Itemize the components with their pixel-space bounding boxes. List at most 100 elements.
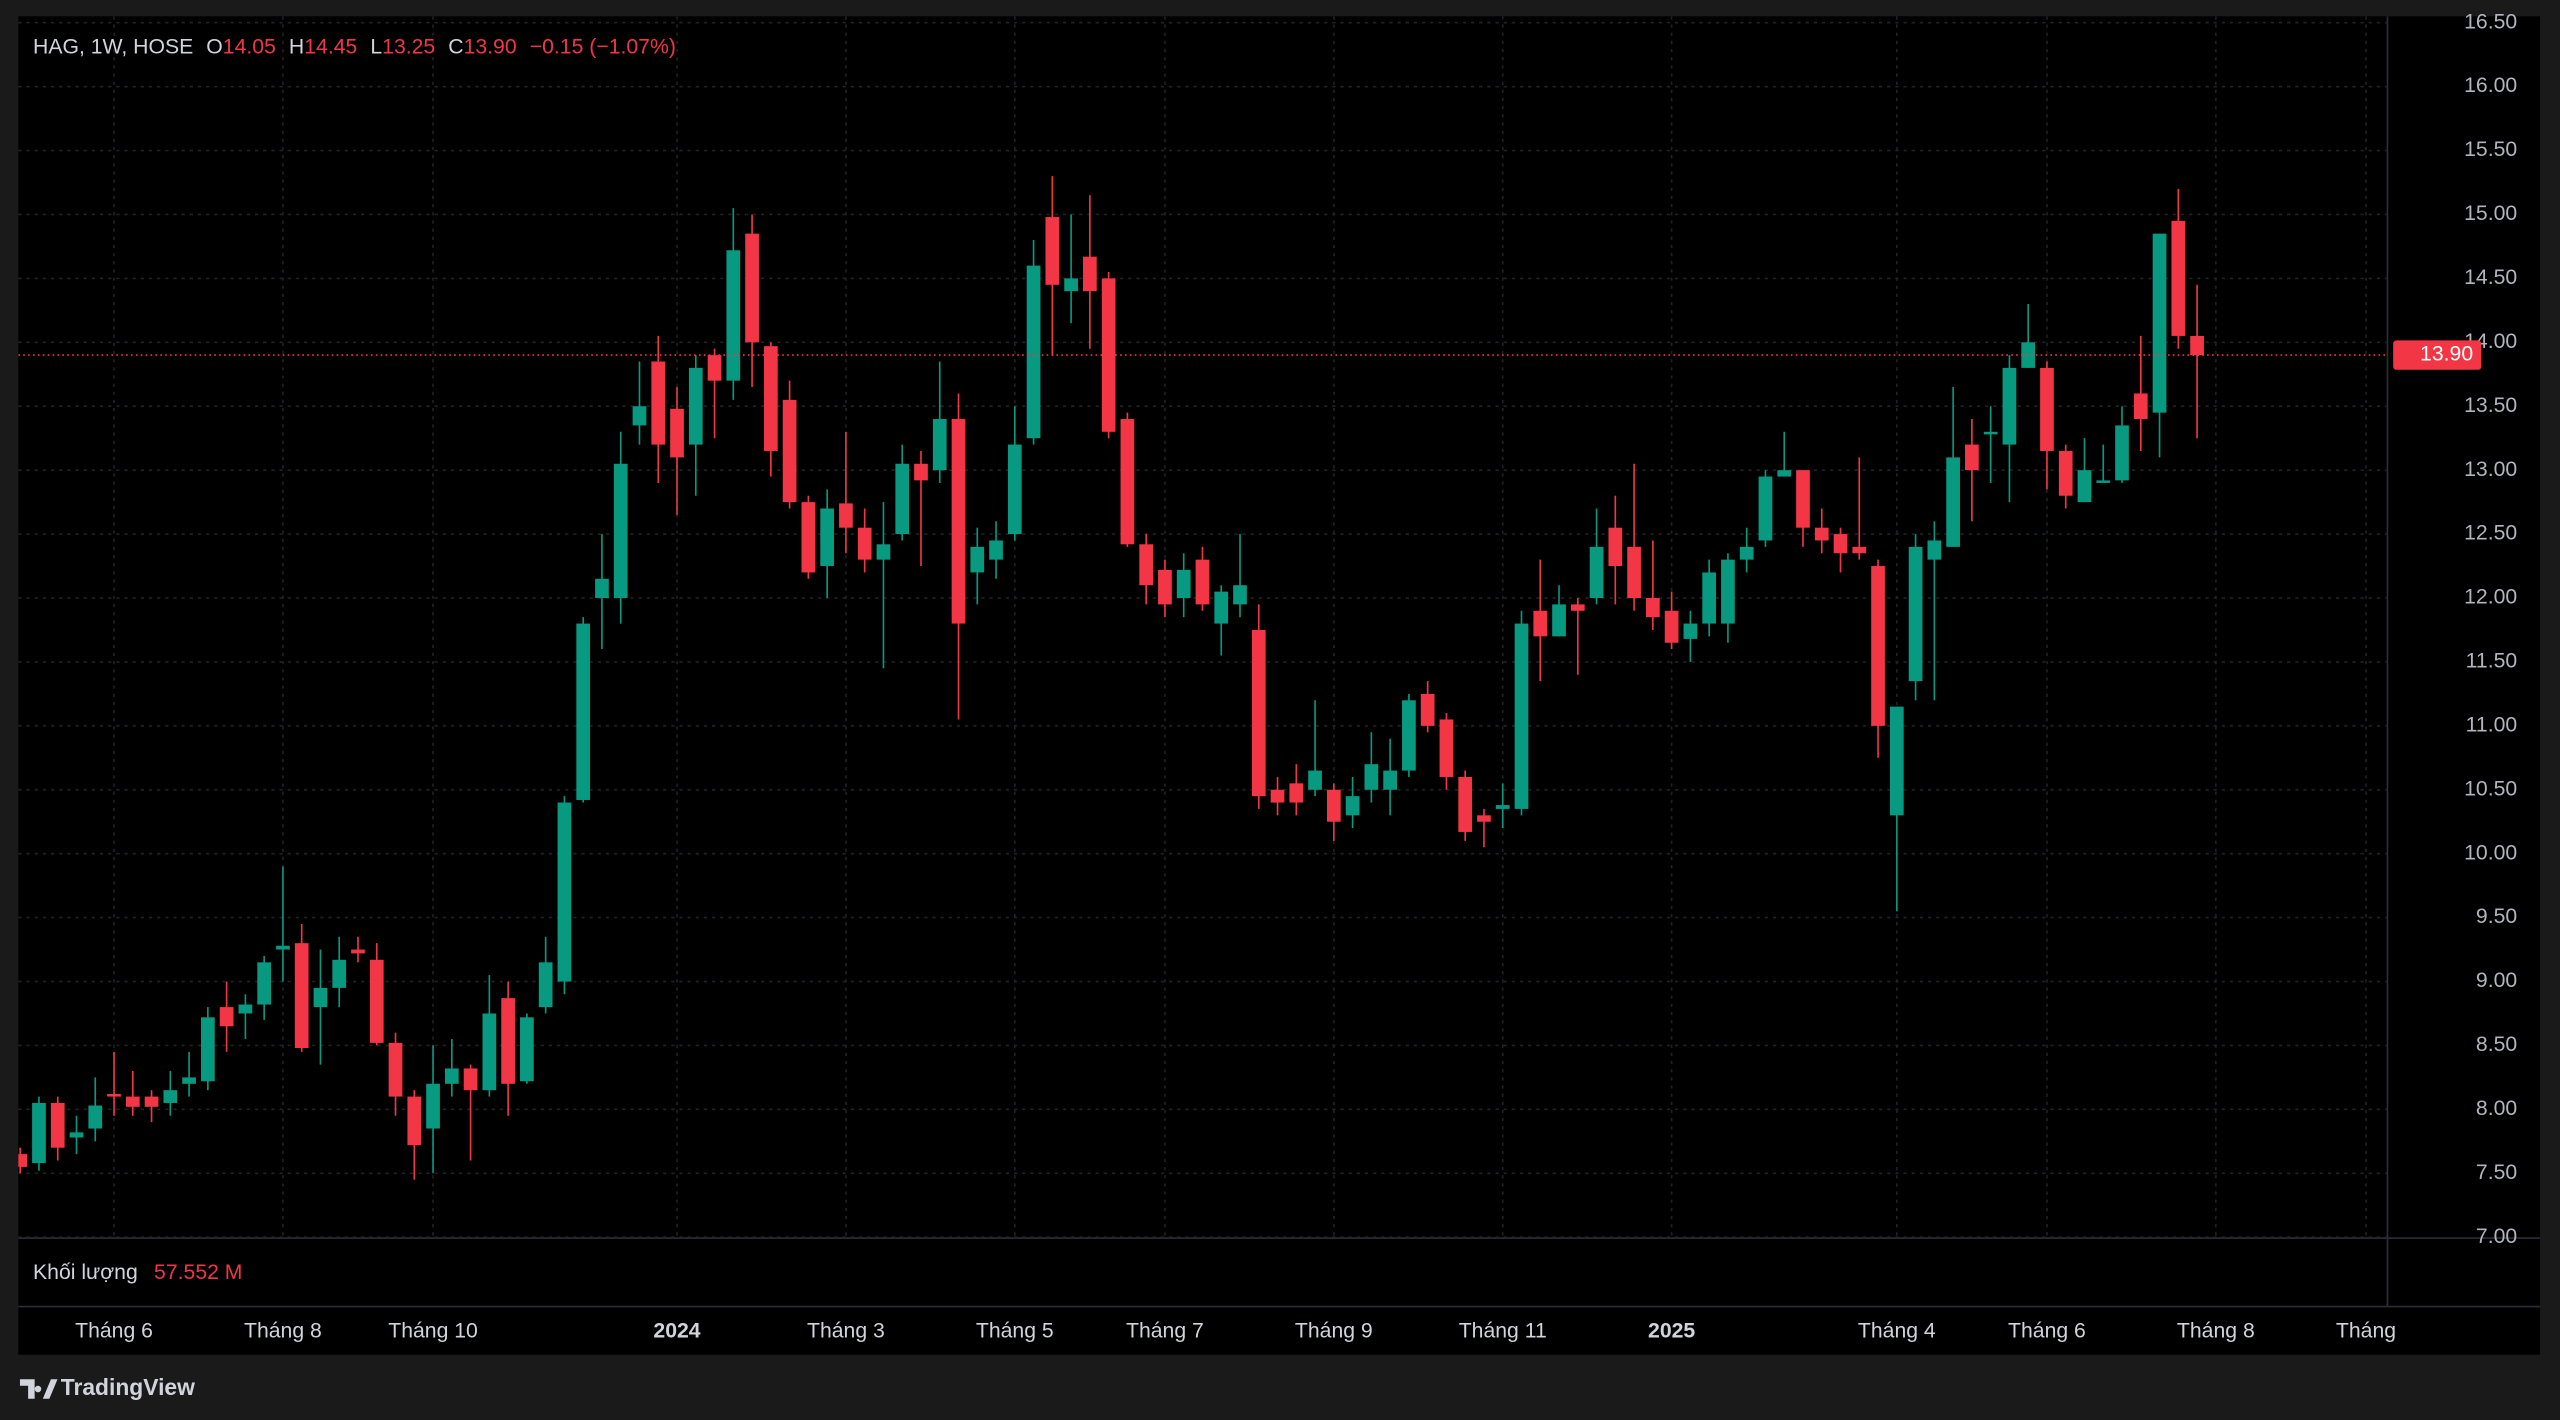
candle-body [163, 1090, 178, 1103]
candle-body [876, 544, 891, 560]
candle-body [1458, 776, 1473, 832]
candle-body [1965, 444, 1979, 471]
candle-body [18, 1154, 28, 1167]
candle-body [2002, 367, 2017, 445]
x-tick-label: Tháng 8 [244, 1319, 322, 1342]
volume-label[interactable]: Khối lượng 57.552 M [33, 1261, 242, 1284]
x-tick-label: Tháng 8 [2177, 1319, 2255, 1342]
candle-body [407, 1096, 422, 1146]
candle-body [2058, 450, 2073, 496]
candle-body [538, 962, 553, 1008]
candle-body [2152, 233, 2167, 413]
candle-body [1533, 610, 1548, 637]
candle-body [1176, 569, 1191, 598]
price-axis: 7.00 7.50 8.00 8.50 9.00 9.50 10.00 10.50 11.00 1… [2393, 10, 2517, 1248]
candle-body [1646, 597, 1660, 618]
candles [18, 176, 2387, 1180]
candle-body [1120, 419, 1135, 545]
candle-body [857, 527, 872, 560]
candle-body [1833, 534, 1848, 554]
volume-value: 57.552 M [154, 1261, 242, 1284]
candle-body [726, 250, 741, 381]
candle-body [707, 355, 722, 381]
candle-body [1083, 256, 1097, 292]
x-tick-label: 2025 [1648, 1319, 1695, 1342]
candle-body [557, 802, 572, 982]
candle-body [182, 1077, 196, 1084]
candle-body [1364, 764, 1379, 790]
candle-body [1627, 546, 1641, 598]
candle-body [219, 1007, 234, 1027]
candle-body [745, 233, 759, 343]
candle-body [1777, 470, 1792, 477]
candle-body [801, 502, 816, 573]
x-tick-label: Tháng 6 [75, 1319, 153, 1342]
candle-body [257, 962, 272, 1005]
candle-body [2133, 393, 2148, 420]
candle-body [1101, 278, 1116, 432]
y-tick-label: 13.50 [2464, 394, 2517, 417]
candle-body [313, 987, 328, 1008]
candle-body [1402, 700, 1416, 771]
open-value: 14.05 [223, 35, 276, 58]
candle-body [463, 1068, 478, 1091]
x-tick-label: Tháng 11 [1459, 1319, 1547, 1342]
brand-logo[interactable]: TradingView [19, 1374, 195, 1400]
candle-body [2190, 335, 2204, 356]
x-tick-label: 2024 [653, 1319, 700, 1342]
y-tick-label: 10.50 [2464, 777, 2517, 800]
candle-body [1045, 217, 1060, 285]
y-tick-label: 10.00 [2464, 841, 2517, 864]
candle-body [595, 578, 609, 598]
candle-body [1552, 604, 1566, 637]
candle-body [107, 1094, 121, 1097]
candle-body [1683, 623, 1698, 639]
candle-body [144, 1096, 159, 1107]
candle-body [914, 463, 928, 481]
candle-body [688, 367, 703, 445]
candle-body [763, 346, 778, 451]
y-tick-label: 16.50 [2464, 10, 2517, 33]
y-tick-label: 15.00 [2464, 202, 2517, 225]
y-tick-label: 12.50 [2464, 522, 2517, 545]
y-tick-label: 13.00 [2464, 458, 2517, 481]
candle-body [1702, 572, 1717, 624]
candle-body [1007, 444, 1022, 535]
y-tick-label: 15.50 [2464, 138, 2517, 161]
candle-body [369, 959, 384, 1043]
y-tick-label: 16.00 [2464, 74, 2517, 97]
last-price-label: 13.90 [2420, 343, 2473, 366]
candle-body [932, 419, 947, 471]
candle-body [1420, 693, 1435, 726]
candle-body [482, 1013, 497, 1091]
candle-body [632, 406, 647, 426]
candle-body [388, 1042, 403, 1097]
time-axis: Tháng 6 Tháng 8 Tháng 10 2024 Tháng 3 Tháng 5… [75, 1319, 2396, 1342]
candle-body [1345, 796, 1360, 816]
candle-body [1026, 265, 1041, 439]
y-tick-label: 8.50 [2476, 1033, 2517, 1056]
candle-body [951, 419, 966, 624]
chart-area [18, 16, 2541, 1355]
candle-body [1664, 610, 1679, 643]
candle-body [895, 463, 910, 535]
candle-body [670, 408, 684, 458]
y-tick-label: 14.50 [2464, 266, 2517, 289]
candle-body [1739, 546, 1754, 560]
candle-body [332, 959, 347, 988]
candle-body [1871, 566, 1885, 726]
candle-body [501, 998, 515, 1084]
x-tick-label: Tháng 4 [1858, 1319, 1936, 1342]
candle-body [1308, 770, 1322, 790]
candle-body [1326, 789, 1341, 822]
symbol[interactable]: HAG, 1W, HOSE [33, 35, 193, 58]
close-value: 13.90 [464, 35, 517, 58]
candle-body [69, 1132, 84, 1138]
y-tick-label: 8.00 [2476, 1097, 2517, 1120]
candle-body [989, 540, 1003, 560]
candle-body [1514, 623, 1529, 809]
candle-body [839, 503, 853, 528]
candle-body [1908, 546, 1923, 682]
candle-body [88, 1105, 103, 1129]
